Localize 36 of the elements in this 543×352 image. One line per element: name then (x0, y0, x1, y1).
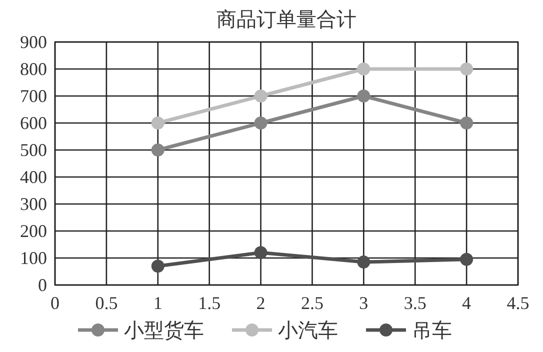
x-tick-label: 4.5 (506, 293, 530, 313)
point (254, 90, 268, 102)
legend-label: 小型货车 (124, 320, 204, 342)
y-tick-label: 900 (20, 32, 47, 52)
point (254, 246, 268, 260)
x-tick-label: 1 (153, 293, 162, 313)
x-tick-label: 3.5 (404, 293, 426, 313)
point (357, 256, 370, 269)
y-tick-label: 700 (20, 86, 47, 106)
y-tick-label: 800 (20, 59, 47, 79)
x-tick-label: 0 (50, 293, 60, 313)
point (151, 144, 164, 156)
x-tick-label: 3 (359, 293, 368, 313)
legend-label: 吊车 (412, 320, 452, 342)
point (254, 116, 268, 130)
point (460, 252, 474, 266)
y-tick-label: 100 (20, 248, 47, 268)
point (460, 116, 474, 130)
y-tick-label: 500 (20, 140, 47, 160)
y-tick-label: 200 (20, 221, 47, 241)
x-tick-label: 2.5 (300, 293, 324, 313)
x-tick-label: 1.5 (198, 293, 221, 313)
point (357, 90, 370, 102)
point (357, 62, 370, 76)
x-tick-label: 2 (256, 293, 266, 313)
y-tick-label: 300 (20, 194, 47, 214)
point (151, 260, 164, 273)
point (460, 62, 474, 76)
y-tick-label: 400 (20, 167, 47, 187)
chart-title: 商品订单量合计 (216, 9, 356, 31)
legend-label: 小汽车 (278, 320, 338, 342)
point (151, 116, 164, 130)
y-tick-label: 600 (20, 113, 47, 133)
x-tick-label: 0.5 (95, 293, 118, 313)
x-tick-label: 4 (462, 293, 472, 313)
y-tick-label: 0 (38, 275, 47, 295)
